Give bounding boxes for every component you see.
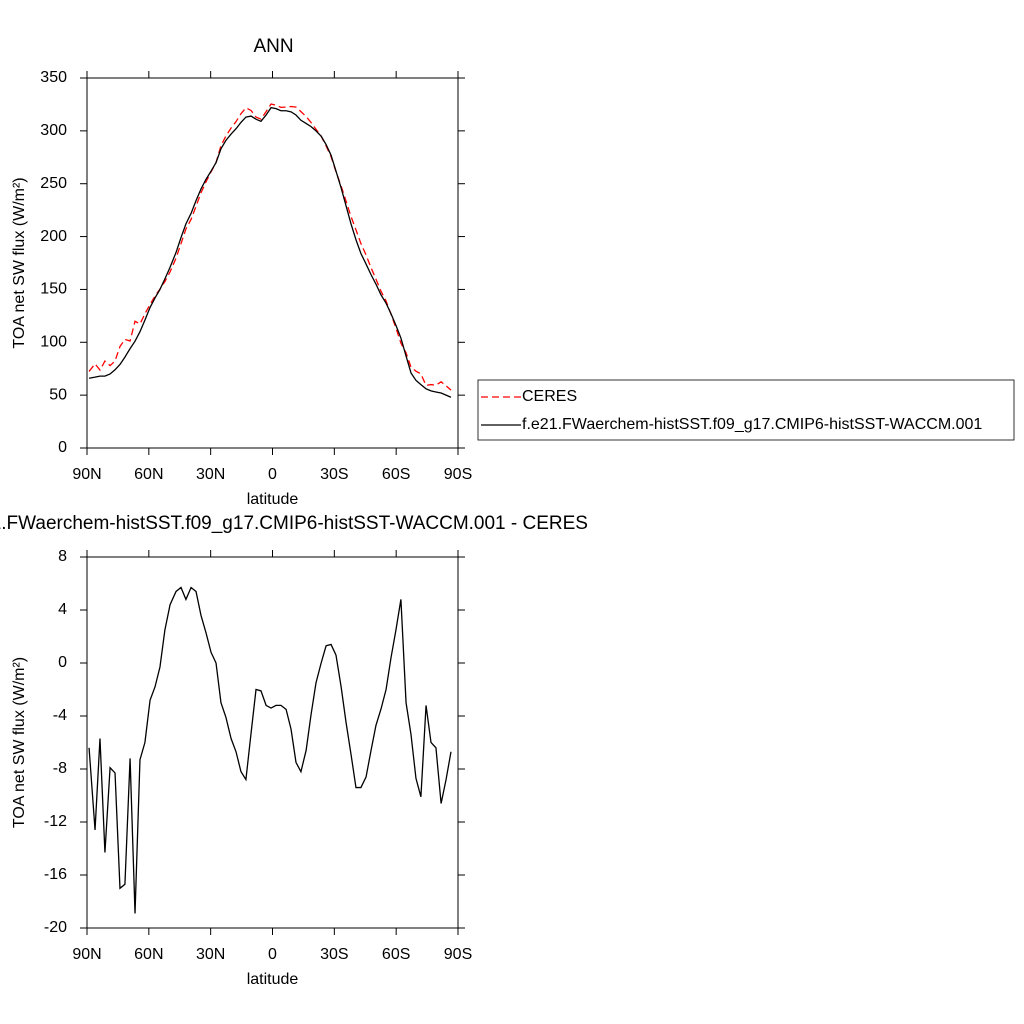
legend-label: CERES <box>522 388 577 405</box>
x-tick-label: 0 <box>268 946 277 963</box>
legend-label: f.e21.FWaerchem-histSST.f09_g17.CMIP6-hi… <box>522 416 982 433</box>
chart-title: f.e21.FWaerchem-histSST.f09_g17.CMIP6-hi… <box>0 513 588 534</box>
y-tick-label: -4 <box>53 707 67 724</box>
y-tick-label: 8 <box>58 548 67 565</box>
y-tick-label: 150 <box>40 281 67 298</box>
x-tick-label: 90S <box>444 946 472 963</box>
x-tick-label: 30N <box>196 466 225 483</box>
y-axis-label: TOA net SW flux (W/m²) <box>11 177 28 348</box>
data-line <box>88 106 452 398</box>
y-tick-label: -12 <box>44 813 67 830</box>
y-tick-label: 200 <box>40 228 67 245</box>
y-axis-label: TOA net SW flux (W/m²) <box>11 657 28 828</box>
y-tick-label: -8 <box>53 760 67 777</box>
y-tick-label: -20 <box>44 919 67 936</box>
x-tick-label: 60N <box>134 466 163 483</box>
x-tick-label: 90N <box>72 946 101 963</box>
legend-box <box>477 379 1015 441</box>
x-tick-label: 0 <box>268 466 277 483</box>
x-tick-label: 90S <box>444 466 472 483</box>
data-line <box>88 103 452 391</box>
x-tick-label: 30N <box>196 946 225 963</box>
y-tick-label: 300 <box>40 122 67 139</box>
x-axis-label: latitude <box>247 491 299 508</box>
y-tick-label: 4 <box>58 601 67 618</box>
data-line <box>88 586 452 914</box>
plot-frame <box>86 77 459 449</box>
y-tick-label: 0 <box>58 439 67 456</box>
x-tick-label: 60S <box>382 946 410 963</box>
y-tick-label: 0 <box>58 654 67 671</box>
y-tick-label: 100 <box>40 334 67 351</box>
chart-title: ANN <box>253 36 293 57</box>
x-tick-label: 30S <box>320 946 348 963</box>
x-tick-label: 90N <box>72 466 101 483</box>
y-tick-label: -16 <box>44 866 67 883</box>
x-tick-label: 60N <box>134 946 163 963</box>
x-axis-label: latitude <box>247 971 299 988</box>
y-tick-label: 250 <box>40 175 67 192</box>
x-tick-label: 60S <box>382 466 410 483</box>
y-tick-label: 50 <box>49 386 67 403</box>
y-tick-label: 350 <box>40 69 67 86</box>
plot-frame <box>86 556 459 929</box>
x-tick-label: 30S <box>320 466 348 483</box>
